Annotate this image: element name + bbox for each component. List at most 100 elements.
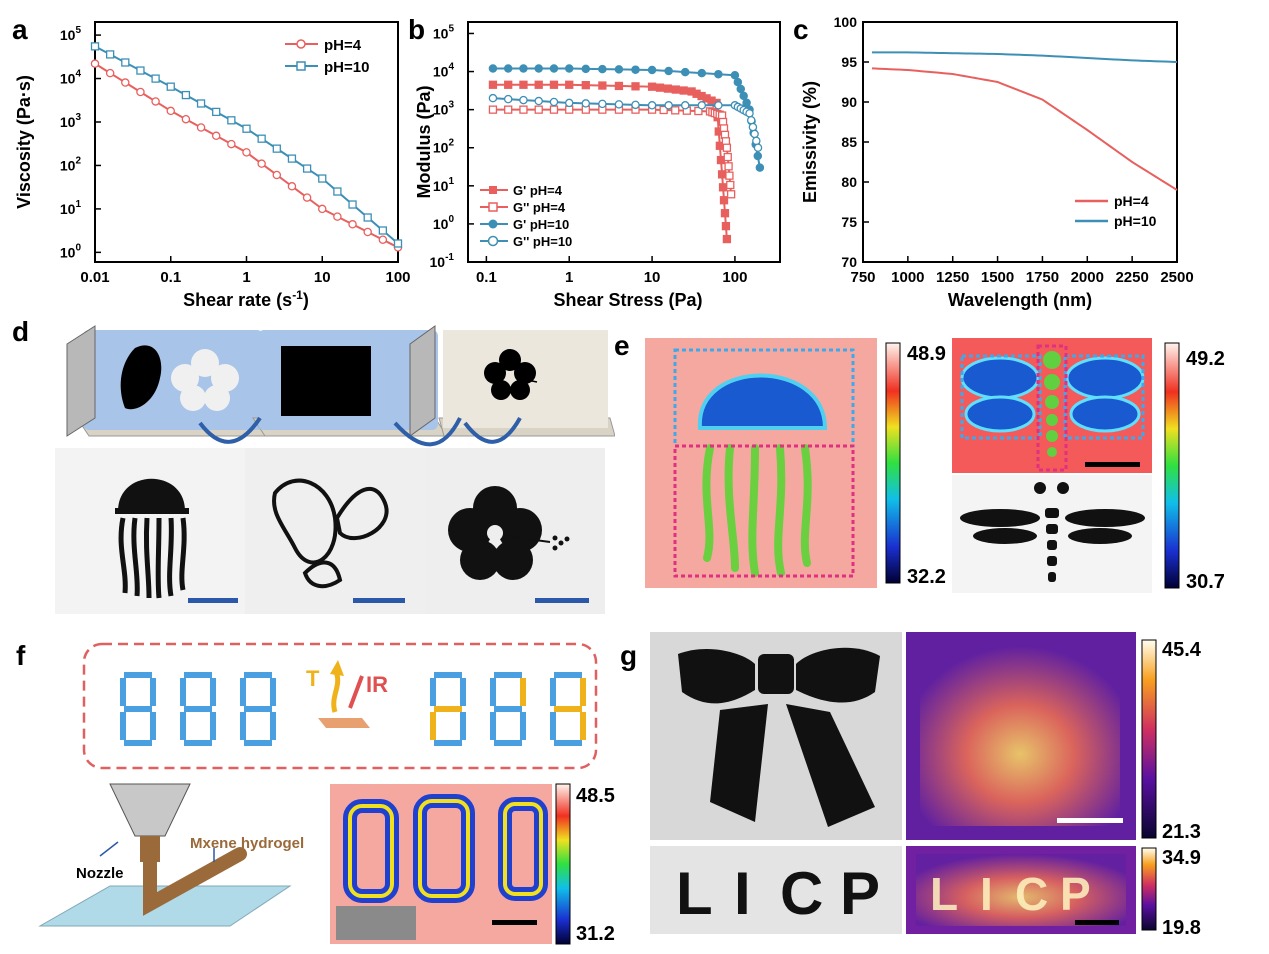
legend-b-g2-ph4: G'' pH=4 xyxy=(513,200,566,215)
chart-a-xtick-label-4: 100 xyxy=(385,269,410,286)
panel-g: 45.4 21.3 L I C P L I C P 34.9 19.8 xyxy=(650,632,1202,938)
colorbar-e-right xyxy=(1164,342,1180,589)
chart-b-point-2-20 xyxy=(647,65,657,75)
chart-b-point-3-18 xyxy=(631,100,640,110)
colorbar-f-max: 48.5 xyxy=(576,785,615,807)
chart-b-point-0-22 xyxy=(655,83,665,92)
segment-l1-b xyxy=(210,678,216,706)
chart-b-point-2-38 xyxy=(742,98,751,108)
chart-b-point-2-6 xyxy=(534,64,543,73)
panel-d-stage-2 xyxy=(252,325,448,437)
chart-b-frame xyxy=(467,21,781,263)
chart-a-point-0-12 xyxy=(181,114,191,124)
chart-a-ylabel: Viscosity (Pa·s) xyxy=(14,75,34,209)
segment-l1-a xyxy=(184,672,212,678)
chart-a-xtick-label-3: 10 xyxy=(314,269,331,286)
chart-a-point-0-8 xyxy=(151,97,160,106)
chart-b-ytick-label-2: 101 xyxy=(433,176,455,194)
segment-r2-c xyxy=(580,712,586,740)
scale-bar-g1 xyxy=(1057,818,1123,823)
chart-b-point-0-56 xyxy=(720,209,730,218)
legend-a-ph10: pH=10 xyxy=(324,59,369,76)
chart-b-point-0-6 xyxy=(534,80,543,89)
panel-d-illustration xyxy=(55,325,615,614)
chart-b-ytick-label-1: 100 xyxy=(433,214,455,232)
chart-b-series xyxy=(488,64,765,244)
chart-b-point-0-48 xyxy=(716,155,726,165)
chart-b-point-2-10 xyxy=(564,64,574,73)
chart-c-ticks: 750 1000 1250 1500 1750 2000 2250 2500 70 75 80 85 9… xyxy=(834,14,1194,286)
chart-b-point-2-12 xyxy=(581,64,591,74)
chart-a-point-1-10 xyxy=(166,82,175,91)
licp-letter-c: C xyxy=(780,860,823,927)
photo-licp xyxy=(650,846,902,934)
chart-c-xtick-label-5: 2000 xyxy=(1071,269,1104,286)
scale-bar-d2 xyxy=(353,598,405,603)
chart-a-point-1-22 xyxy=(257,134,266,143)
chart-a-point-0-4 xyxy=(121,78,130,87)
chart-c-xlabel: Wavelength (nm) xyxy=(948,290,1092,310)
legend-b-g1-ph10: G' pH=10 xyxy=(513,217,569,232)
chart-a-point-0-22 xyxy=(257,159,266,168)
chart-b-point-1-56 xyxy=(725,171,734,180)
printer-illustration xyxy=(38,783,292,927)
segment-l0-d xyxy=(124,740,152,746)
chart-b-point-0-26 xyxy=(671,85,680,94)
chart-b-point-2-18 xyxy=(631,65,640,74)
licp-thermal-l: L xyxy=(930,868,958,920)
legend-b-g1-ph4: G' pH=4 xyxy=(513,183,563,198)
chart-b-point-1-10 xyxy=(565,105,574,114)
panel-d-stage-3 xyxy=(438,330,615,437)
chart-b-point-0-20 xyxy=(647,82,657,91)
panel-e-thermal: 48.9 32.2 49.2 30.7 xyxy=(645,338,1225,593)
chart-a-ytick-label-0: 100 xyxy=(60,242,82,260)
licp-letter-l: L xyxy=(676,860,713,927)
chart-c-xtick-label-6: 2250 xyxy=(1115,269,1148,286)
chart-c-ytick-label-2: 80 xyxy=(841,174,857,190)
segment-r1-f xyxy=(490,678,496,706)
chart-b-point-1-0 xyxy=(488,105,498,114)
panel-label-f: f xyxy=(16,640,26,671)
chart-a-point-0-0 xyxy=(90,59,100,68)
chart-a-point-0-28 xyxy=(302,193,312,202)
chart-b-point-2-32 xyxy=(733,77,743,87)
chart-a-point-0-24 xyxy=(272,170,282,180)
chart-a-point-0-30 xyxy=(317,204,327,214)
segment-l1-d xyxy=(184,740,212,746)
chart-a-point-1-38 xyxy=(378,226,388,235)
chart-a-point-1-6 xyxy=(136,66,145,75)
chart-a-point-1-8 xyxy=(151,74,160,83)
colorbar-g-top-min: 21.3 xyxy=(1162,821,1201,843)
chart-a-point-0-20 xyxy=(242,148,251,157)
chart-a-point-1-18 xyxy=(227,116,236,125)
segment-l1-g xyxy=(184,706,212,712)
segment-l2-d xyxy=(244,740,272,746)
chart-b-point-3-10 xyxy=(564,98,574,108)
chart-a-series xyxy=(90,42,403,252)
segment-display-left xyxy=(120,672,276,746)
chart-c-series-line-0 xyxy=(871,67,1178,191)
panel-label-b: b xyxy=(408,14,426,45)
chart-c-series xyxy=(871,51,1178,191)
segment-r0-a xyxy=(434,672,462,678)
licp-thermal-i: I xyxy=(980,868,993,920)
chart-a-point-0-34 xyxy=(348,220,357,229)
chart-a-point-0-16 xyxy=(211,131,221,141)
chart-c-xtick-label-7: 2500 xyxy=(1160,269,1193,286)
colorbar-g-bottom-min: 19.8 xyxy=(1162,917,1201,938)
chart-c-xtick-label-3: 1500 xyxy=(981,269,1014,286)
chart-b-point-3-46 xyxy=(750,129,759,139)
chart-b-point-3-12 xyxy=(581,99,591,108)
chart-b-legend: G' pH=4 G'' pH=4 G' pH=10 G'' pH=10 xyxy=(480,183,572,249)
chart-b-point-0-4 xyxy=(519,80,528,89)
segment-r2-d xyxy=(554,740,582,746)
chart-c-series-line-1 xyxy=(871,51,1178,63)
segment-r1-c xyxy=(520,712,526,740)
chart-a-point-1-30 xyxy=(318,174,327,183)
chart-a-xtick-label-1: 0.1 xyxy=(160,269,181,286)
chart-b-series-line-0 xyxy=(492,83,728,240)
chart-b-point-1-22 xyxy=(659,105,668,115)
chart-b-point-0-2 xyxy=(504,80,513,89)
colorbar-g-bottom-max: 34.9 xyxy=(1162,847,1201,869)
chart-b-point-0-12 xyxy=(581,81,590,90)
